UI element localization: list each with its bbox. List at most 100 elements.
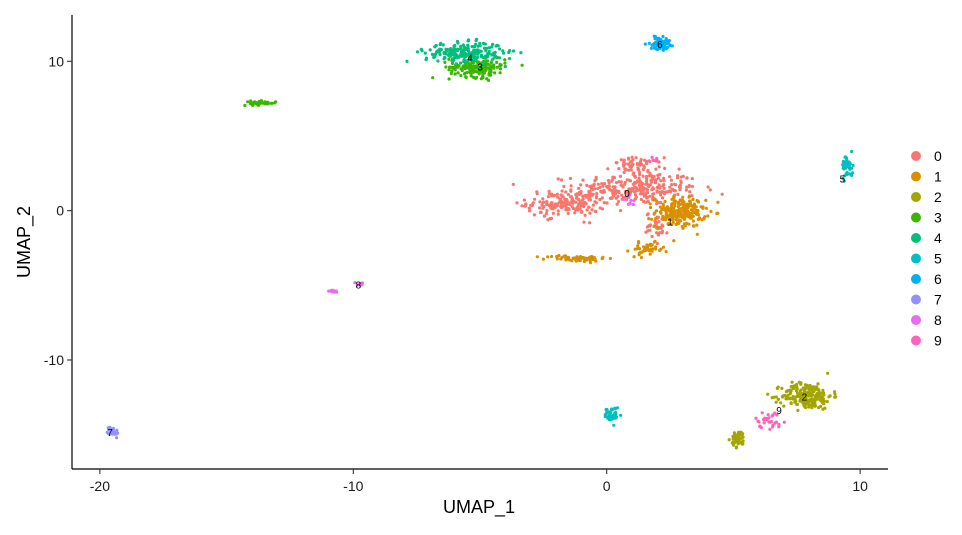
- cluster-label-6: 6: [657, 40, 663, 51]
- point: [803, 391, 808, 395]
- point: [650, 243, 654, 247]
- point: [737, 438, 741, 442]
- point: [560, 189, 564, 193]
- point: [623, 167, 628, 171]
- point: [522, 198, 527, 202]
- point: [652, 34, 656, 38]
- point: [777, 425, 781, 429]
- point: [652, 212, 656, 216]
- point: [520, 204, 524, 208]
- legend: 0 1 2 3 4 5 6 7 8 9: [911, 148, 942, 349]
- point: [676, 220, 680, 224]
- point: [812, 389, 816, 394]
- point: [660, 231, 664, 235]
- point: [111, 427, 115, 431]
- point: [447, 57, 451, 61]
- point: [803, 383, 808, 387]
- point: [490, 45, 494, 49]
- point: [569, 184, 573, 188]
- point: [661, 34, 665, 39]
- point: [655, 190, 659, 194]
- point: [628, 201, 632, 205]
- point: [662, 186, 666, 190]
- point: [634, 195, 638, 199]
- point: [635, 180, 639, 184]
- point: [643, 42, 647, 46]
- point: [564, 190, 568, 194]
- point: [801, 386, 805, 390]
- point: [538, 206, 542, 210]
- point: [670, 203, 674, 207]
- point: [551, 207, 555, 211]
- point: [588, 194, 593, 198]
- point: [467, 58, 471, 62]
- point: [486, 78, 491, 82]
- point: [637, 188, 641, 192]
- point: [609, 417, 613, 421]
- point: [533, 197, 537, 201]
- point: [542, 205, 546, 209]
- point: [600, 196, 604, 200]
- point: [620, 193, 624, 197]
- point: [423, 51, 427, 55]
- legend-label-3: 3: [934, 210, 942, 226]
- point: [436, 59, 440, 63]
- point: [459, 50, 464, 54]
- cluster-2-points: [727, 371, 838, 450]
- point: [501, 49, 505, 53]
- point: [692, 207, 696, 211]
- legend-label-1: 1: [934, 169, 942, 185]
- point: [674, 222, 678, 226]
- point: [627, 168, 631, 172]
- point: [648, 247, 653, 251]
- cluster-label-3: 3: [477, 62, 483, 73]
- point: [546, 195, 551, 199]
- point: [774, 420, 779, 424]
- point: [498, 47, 502, 51]
- point: [470, 58, 474, 62]
- point: [641, 187, 645, 192]
- point: [490, 65, 494, 69]
- point: [850, 173, 854, 177]
- point: [656, 226, 660, 230]
- cluster-1-points: [535, 194, 720, 265]
- point: [767, 416, 771, 420]
- point: [629, 198, 633, 202]
- point: [519, 51, 523, 55]
- point: [646, 199, 650, 204]
- point: [476, 44, 480, 48]
- point: [754, 416, 758, 420]
- point: [550, 254, 554, 259]
- point: [695, 232, 699, 236]
- point: [484, 49, 488, 53]
- point: [569, 195, 573, 199]
- point: [626, 156, 631, 160]
- cluster-7-points: [105, 425, 120, 440]
- point: [688, 199, 692, 203]
- point: [544, 211, 549, 216]
- point: [664, 211, 668, 215]
- point: [246, 100, 250, 104]
- point: [604, 407, 608, 412]
- point: [650, 43, 654, 47]
- legend-key-3: [911, 212, 921, 223]
- point: [788, 392, 792, 396]
- point: [556, 209, 560, 213]
- point: [565, 200, 570, 204]
- point: [438, 42, 442, 47]
- point: [462, 45, 466, 49]
- point: [810, 404, 815, 408]
- legend-key-9: [911, 335, 921, 346]
- point: [676, 192, 680, 196]
- point: [648, 252, 652, 256]
- point: [581, 178, 585, 182]
- point: [817, 388, 821, 392]
- point: [507, 57, 511, 61]
- y-tick-label: 10: [48, 53, 64, 69]
- point: [650, 234, 654, 239]
- point: [593, 187, 597, 191]
- point: [115, 428, 119, 432]
- point: [671, 217, 675, 221]
- point: [847, 163, 851, 167]
- point: [638, 163, 642, 167]
